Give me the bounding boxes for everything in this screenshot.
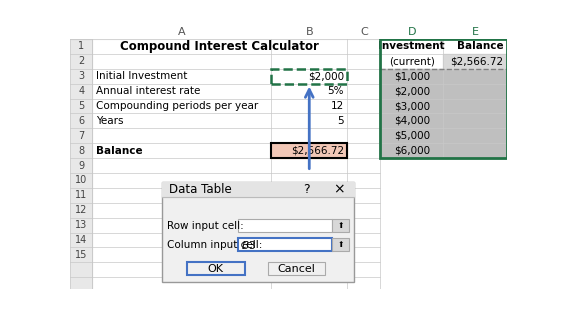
Text: $2,566.72: $2,566.72 — [450, 56, 503, 66]
Text: Compound Interest Calculator: Compound Interest Calculator — [120, 40, 319, 53]
Text: 3: 3 — [78, 71, 84, 81]
Text: Initial Investment: Initial Investment — [96, 71, 187, 81]
Text: 8: 8 — [78, 146, 84, 156]
Text: $B$3: $B$3 — [242, 239, 256, 251]
Bar — [238, 219, 332, 232]
Text: 5%: 5% — [328, 86, 344, 96]
Bar — [380, 39, 507, 54]
Text: ×: × — [333, 182, 345, 196]
Bar — [332, 238, 348, 251]
Bar — [380, 39, 507, 158]
Bar — [271, 143, 347, 158]
Text: Balance: Balance — [457, 42, 503, 51]
Bar — [70, 24, 507, 39]
Text: 13: 13 — [75, 220, 87, 230]
Text: 10: 10 — [75, 176, 87, 186]
Text: Column input cell:: Column input cell: — [167, 240, 262, 250]
Text: ⬆: ⬆ — [337, 240, 343, 249]
Text: 6: 6 — [78, 116, 84, 126]
Bar — [380, 54, 507, 69]
Text: B: B — [306, 27, 313, 36]
Text: 12: 12 — [330, 101, 344, 111]
Text: Row input cell:: Row input cell: — [167, 221, 244, 231]
Text: 12: 12 — [75, 205, 87, 215]
Text: $2,000: $2,000 — [394, 86, 430, 96]
Bar — [70, 39, 92, 289]
Text: $5,000: $5,000 — [394, 131, 430, 141]
Text: 5: 5 — [337, 116, 344, 126]
Text: $3,000: $3,000 — [394, 101, 430, 111]
Text: 14: 14 — [75, 235, 87, 245]
Bar — [187, 262, 244, 275]
Text: Years: Years — [96, 116, 123, 126]
Bar — [70, 24, 92, 39]
Text: Balance: Balance — [96, 146, 142, 156]
Text: ⬆: ⬆ — [337, 221, 343, 230]
Bar — [162, 182, 354, 282]
Text: Annual interest rate: Annual interest rate — [96, 86, 200, 96]
Bar — [271, 143, 347, 158]
Text: 2: 2 — [78, 56, 84, 66]
Text: C: C — [360, 27, 368, 36]
Text: $4,000: $4,000 — [394, 116, 430, 126]
Text: $2,000: $2,000 — [308, 71, 344, 81]
Text: $1,000: $1,000 — [394, 71, 430, 81]
Text: ?: ? — [303, 183, 309, 196]
Text: 7: 7 — [78, 131, 84, 141]
Text: A: A — [178, 27, 185, 36]
Text: 4: 4 — [78, 86, 84, 96]
Text: 15: 15 — [75, 250, 87, 260]
Text: Data Table: Data Table — [168, 183, 231, 196]
Text: E: E — [472, 27, 479, 36]
Text: $2,566.72: $2,566.72 — [291, 146, 344, 156]
Bar — [238, 238, 332, 251]
Bar — [271, 69, 347, 84]
Text: 1: 1 — [78, 42, 84, 51]
Bar — [380, 69, 507, 158]
Text: 5: 5 — [78, 101, 84, 111]
Bar — [267, 262, 325, 275]
Text: Investment: Investment — [378, 42, 445, 51]
Text: 11: 11 — [75, 190, 87, 200]
Bar — [444, 24, 507, 39]
Text: $6,000: $6,000 — [394, 146, 430, 156]
Text: Compounding periods per year: Compounding periods per year — [96, 101, 258, 111]
Bar — [162, 182, 354, 197]
Bar — [380, 24, 444, 39]
Text: Cancel: Cancel — [278, 264, 315, 274]
Bar — [444, 54, 507, 69]
Text: D: D — [408, 27, 416, 36]
Bar — [332, 219, 348, 232]
Text: 9: 9 — [78, 161, 84, 171]
Text: (current): (current) — [389, 56, 435, 66]
Text: OK: OK — [208, 264, 224, 274]
